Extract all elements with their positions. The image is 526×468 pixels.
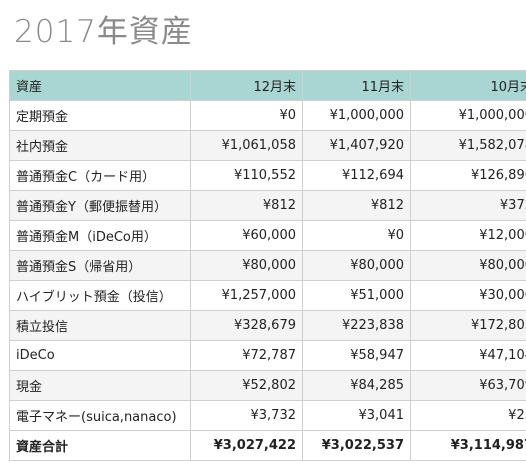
amount-cell: ¥23 xyxy=(410,400,526,431)
total-cell: ¥3,022,537 xyxy=(302,430,411,461)
total-cell: ¥3,114,987 xyxy=(410,430,526,461)
amount-cell: ¥60,000 xyxy=(190,220,303,251)
amount-cell: ¥80,000 xyxy=(302,250,411,281)
total-cell: ¥3,027,422 xyxy=(190,430,303,461)
table-row: iDeCo¥72,787¥58,947¥47,104 xyxy=(9,340,526,371)
item-cell: 電子マネー(suica,nanaco) xyxy=(9,400,191,431)
item-cell: 現金 xyxy=(9,370,191,401)
amount-cell: ¥1,000,000 xyxy=(410,100,526,131)
amount-cell: ¥30,000 xyxy=(410,280,526,311)
item-cell: 普通預金M（iDeCo用） xyxy=(9,220,191,251)
amount-cell: ¥12,000 xyxy=(410,220,526,251)
table-row: 普通預金S（帰省用）¥80,000¥80,000¥80,000 xyxy=(9,250,526,281)
page-title: 2017年資産 xyxy=(14,14,193,50)
table-row: ハイブリット預金（投信）¥1,257,000¥51,000¥30,000 xyxy=(9,280,526,311)
amount-cell: ¥1,000,000 xyxy=(302,100,411,131)
table-row: 普通預金C（カード用）¥110,552¥112,694¥126,896 xyxy=(9,160,526,191)
amount-cell: ¥52,802 xyxy=(190,370,303,401)
item-cell: 普通預金Y（郵便振替用） xyxy=(9,190,191,221)
total-label: 資産合計 xyxy=(9,430,191,461)
amount-cell: ¥0 xyxy=(190,100,303,131)
amount-cell: ¥72,787 xyxy=(190,340,303,371)
asset-table: 資産12月末11月末10月末 定期預金¥0¥1,000,000¥1,000,00… xyxy=(9,70,526,461)
amount-cell: ¥1,257,000 xyxy=(190,280,303,311)
item-cell: 普通預金C（カード用） xyxy=(9,160,191,191)
table-row: 普通預金Y（郵便振替用）¥812¥812¥372 xyxy=(9,190,526,221)
table-body: 定期預金 ¥0 ¥1,000,000 ¥1,000,000 社内預金 ¥1,061,058… xyxy=(9,100,526,461)
amount-cell: ¥84,285 xyxy=(302,370,411,401)
amount-cell: ¥812 xyxy=(302,190,411,221)
amount-cell: ¥80,000 xyxy=(410,250,526,281)
amount-cell: ¥3,041 xyxy=(302,400,411,431)
item-cell: iDeCo xyxy=(9,340,191,371)
column-header: 10月末 xyxy=(410,70,526,101)
amount-cell: ¥372 xyxy=(410,190,526,221)
item-cell: 普通預金S（帰省用） xyxy=(9,250,191,281)
amount-cell: ¥1,582,078 xyxy=(410,130,526,161)
table-row: 定期預金 ¥0 ¥1,000,000 ¥1,000,000 xyxy=(9,100,526,131)
item-cell: 積立投信 xyxy=(9,310,191,341)
table-row: 現金¥52,802¥84,285¥63,709 xyxy=(9,370,526,401)
column-header: 11月末 xyxy=(302,70,411,101)
amount-cell: ¥110,552 xyxy=(190,160,303,191)
table-row: 社内預金 ¥1,061,058 ¥1,407,920 ¥1,582,078 xyxy=(9,130,526,161)
amount-cell: ¥126,896 xyxy=(410,160,526,191)
amount-cell: ¥47,104 xyxy=(410,340,526,371)
amount-cell: ¥80,000 xyxy=(190,250,303,281)
total-row: 資産合計 ¥3,027,422 ¥3,022,537 ¥3,114,987 xyxy=(9,430,526,461)
table-row: 積立投信¥328,679¥223,838¥172,805 xyxy=(9,310,526,341)
amount-cell: ¥51,000 xyxy=(302,280,411,311)
amount-cell: ¥1,061,058 xyxy=(190,130,303,161)
table-row: 電子マネー(suica,nanaco)¥3,732¥3,041¥23 xyxy=(9,400,526,431)
amount-cell: ¥812 xyxy=(190,190,303,221)
item-cell: 社内預金 xyxy=(9,130,191,161)
item-cell: 定期預金 xyxy=(9,100,191,131)
amount-cell: ¥223,838 xyxy=(302,310,411,341)
amount-cell: ¥0 xyxy=(302,220,411,251)
column-header: 12月末 xyxy=(190,70,303,101)
amount-cell: ¥1,407,920 xyxy=(302,130,411,161)
column-header: 資産 xyxy=(9,70,191,101)
amount-cell: ¥63,709 xyxy=(410,370,526,401)
amount-cell: ¥172,805 xyxy=(410,310,526,341)
table-row: 普通預金M（iDeCo用）¥60,000¥0¥12,000 xyxy=(9,220,526,251)
amount-cell: ¥112,694 xyxy=(302,160,411,191)
amount-cell: ¥3,732 xyxy=(190,400,303,431)
item-cell: ハイブリット預金（投信） xyxy=(9,280,191,311)
amount-cell: ¥58,947 xyxy=(302,340,411,371)
header-row: 資産12月末11月末10月末 xyxy=(9,70,526,101)
amount-cell: ¥328,679 xyxy=(190,310,303,341)
